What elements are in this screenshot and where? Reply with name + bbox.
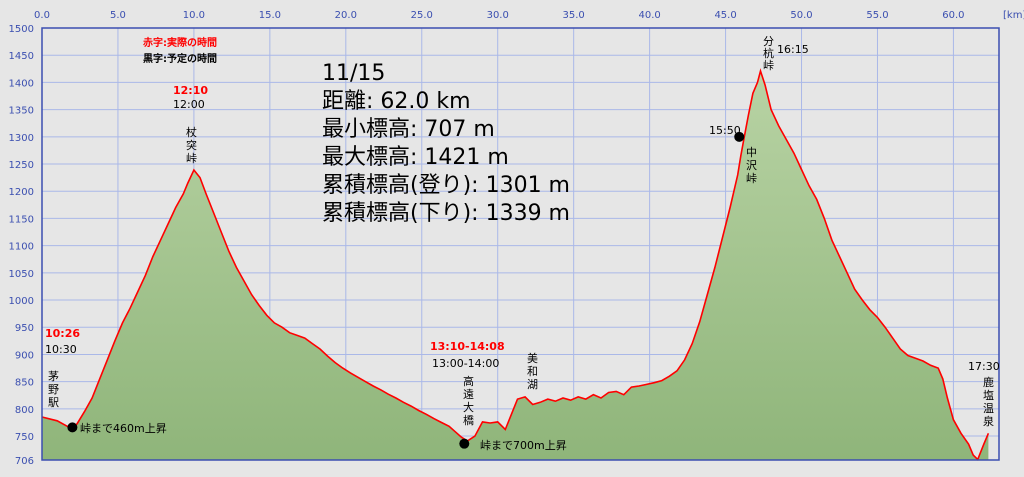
waypoint-marker xyxy=(67,422,78,433)
svg-text:塩: 塩 xyxy=(983,388,994,402)
svg-text:杭: 杭 xyxy=(763,46,774,60)
x-tick-label: 40.0 xyxy=(638,10,660,21)
x-axis-unit: [km] xyxy=(1003,10,1024,21)
y-tick-label: 1400 xyxy=(9,78,34,89)
x-tick-label: 0.0 xyxy=(34,10,50,21)
x-tick-label: 20.0 xyxy=(335,10,357,21)
svg-text:沢: 沢 xyxy=(746,158,757,172)
svg-text:鹿: 鹿 xyxy=(983,375,994,389)
y-tick-label: 750 xyxy=(15,432,34,443)
svg-text:大: 大 xyxy=(463,400,474,414)
legend-actual-time: 赤字:実際の時間 xyxy=(143,36,217,49)
tsue-place-label: 杖 突 峠 xyxy=(186,125,197,165)
x-tick-label: 25.0 xyxy=(411,10,433,21)
x-tick-label: 30.0 xyxy=(487,10,509,21)
y-tick-label: 1200 xyxy=(9,187,34,198)
y-tick-label: 950 xyxy=(15,323,34,334)
svg-text:峠: 峠 xyxy=(763,58,774,72)
plot-frame xyxy=(41,27,1000,461)
end-time: 17:30 xyxy=(968,360,1000,373)
info-total-climb: 累積標高(登り): 1301 m xyxy=(322,173,570,198)
info-total-descent: 累積標高(下り): 1339 m xyxy=(322,201,570,226)
y-tick-label: 850 xyxy=(15,378,34,389)
start-marker-label: 峠まで460m上昇 xyxy=(80,421,167,435)
tsue-actual-time: 12:10 xyxy=(173,84,208,97)
waypoint-markers xyxy=(67,131,745,449)
info-max-elevation: 最大標高: 1421 m xyxy=(322,145,509,170)
x-tick-label: 60.0 xyxy=(942,10,964,21)
elevation-line xyxy=(41,68,990,461)
legend-planned-time: 黒字:予定の時間 xyxy=(143,52,217,65)
info-min-elevation: 最小標高: 707 m xyxy=(322,117,495,142)
x-tick-label: 15.0 xyxy=(259,10,281,21)
svg-text:湖: 湖 xyxy=(527,378,538,391)
svg-text:峠: 峠 xyxy=(746,171,757,185)
y-tick-label: 800 xyxy=(15,405,34,416)
svg-text:橋: 橋 xyxy=(463,413,474,427)
y-tick-label: 1350 xyxy=(9,106,34,117)
takato-marker-label: 峠まで700m上昇 xyxy=(480,438,567,452)
bunkui-place-label: 分 杭 峠 xyxy=(763,35,774,72)
takato-place-label: 高 遠 大 橋 xyxy=(463,374,474,427)
y-tick-label: 1250 xyxy=(9,160,34,171)
svg-text:中: 中 xyxy=(746,146,757,159)
y-tick-label: 1500 xyxy=(9,24,34,35)
x-tick-label: 50.0 xyxy=(790,10,812,21)
y-tick-label: 1000 xyxy=(9,296,34,307)
y-axis-ticks: 706 750 800 850 900 950 1000 1050 1100 1150 1200 12… xyxy=(9,24,34,467)
nakazawa-time: 15:50 xyxy=(709,124,741,137)
y-tick-label: 1300 xyxy=(9,133,34,144)
y-tick-label: 1100 xyxy=(9,242,34,253)
y-tick-label: 900 xyxy=(15,350,34,361)
svg-text:温: 温 xyxy=(983,402,994,415)
svg-text:遠: 遠 xyxy=(463,388,474,401)
elevation-area xyxy=(42,71,989,460)
y-tick-label: 1450 xyxy=(9,51,34,62)
svg-text:美: 美 xyxy=(527,352,538,365)
start-actual-time: 10:26 xyxy=(45,327,80,340)
x-tick-label: 5.0 xyxy=(110,10,126,21)
takato-planned-time: 13:00-14:00 xyxy=(432,357,499,370)
svg-text:杖: 杖 xyxy=(186,125,197,139)
y-tick-label: 706 xyxy=(15,456,34,467)
x-axis-ticks: 0.0 5.0 10.0 15.0 20.0 25.0 30.0 35.0 40.0 45.0 50… xyxy=(34,10,965,21)
waypoint-marker xyxy=(459,438,470,449)
info-date: 11/15 xyxy=(322,61,385,86)
x-tick-label: 35.0 xyxy=(563,10,585,21)
svg-text:泉: 泉 xyxy=(983,414,994,428)
svg-text:峠: 峠 xyxy=(186,151,197,165)
takato-actual-time: 13:10-14:08 xyxy=(430,340,505,353)
info-distance: 距離: 62.0 km xyxy=(322,89,471,114)
svg-text:分: 分 xyxy=(763,35,774,48)
svg-text:和: 和 xyxy=(527,365,538,378)
x-tick-label: 10.0 xyxy=(183,10,205,21)
y-tick-label: 1150 xyxy=(9,214,34,225)
miwa-place-label: 美 和 湖 xyxy=(527,352,538,391)
y-tick-label: 1050 xyxy=(9,269,34,280)
x-tick-label: 55.0 xyxy=(866,10,888,21)
waypoint-marker xyxy=(734,131,745,142)
start-planned-time: 10:30 xyxy=(45,343,77,356)
x-tick-label: 45.0 xyxy=(714,10,736,21)
svg-text:茅: 茅 xyxy=(48,370,59,383)
nakazawa-place-label: 中 沢 峠 xyxy=(746,146,757,185)
svg-text:駅: 駅 xyxy=(48,396,59,409)
tsue-planned-time: 12:00 xyxy=(173,98,205,111)
svg-text:高: 高 xyxy=(463,374,474,388)
end-place-label: 鹿 塩 温 泉 xyxy=(983,375,994,428)
svg-text:突: 突 xyxy=(186,138,197,152)
start-place-label: 茅 野 駅 xyxy=(48,370,59,409)
bunkui-time: 16:15 xyxy=(777,43,809,56)
svg-text:野: 野 xyxy=(48,383,59,396)
